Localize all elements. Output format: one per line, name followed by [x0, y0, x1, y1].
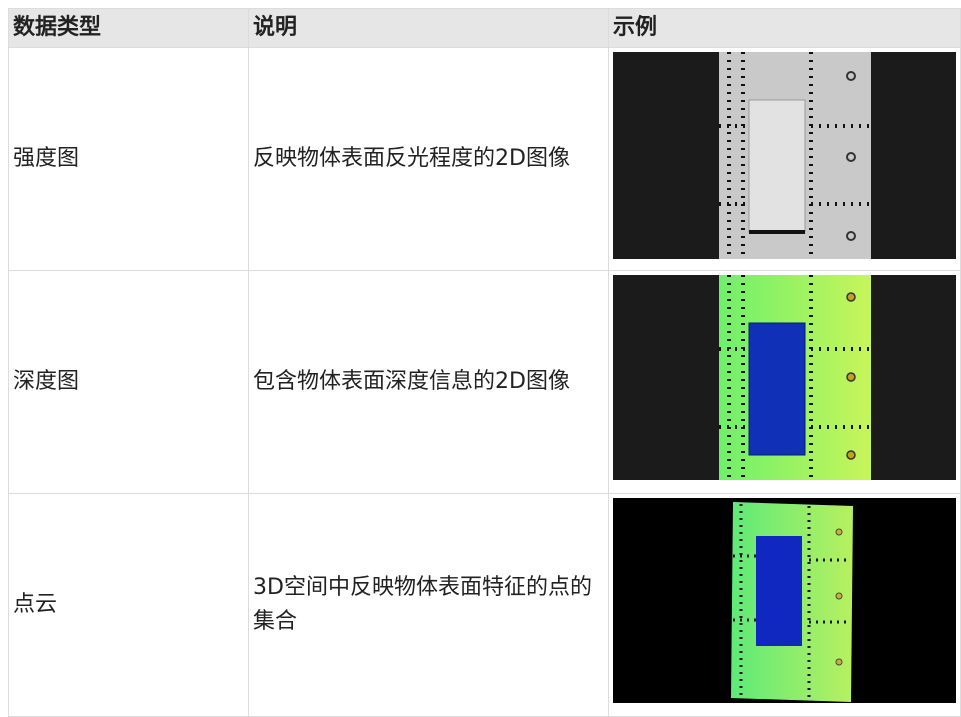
example-cell	[608, 47, 961, 271]
point-cloud-image	[613, 498, 956, 703]
description-cell: 包含物体表面深度信息的2D图像	[248, 270, 609, 494]
type-cell: 点云	[8, 493, 249, 717]
data-type-table: 数据类型 说明 示例 强度图 反映物体表面反光程度的2D图像	[8, 8, 961, 717]
header-cell: 示例	[608, 8, 961, 48]
type-cell: 深度图	[8, 270, 249, 494]
row: 深度图 包含物体表面深度信息的2D图像	[8, 270, 961, 494]
header-cell: 说明	[248, 8, 609, 48]
header-row: 数据类型 说明 示例	[8, 8, 961, 48]
description-cell: 3D空间中反映物体表面特征的点的集合	[248, 493, 609, 717]
example-cell	[608, 270, 961, 494]
row: 强度图 反映物体表面反光程度的2D图像	[8, 47, 961, 271]
header-cell: 数据类型	[8, 8, 249, 48]
intensity-image	[613, 52, 956, 259]
description-cell: 反映物体表面反光程度的2D图像	[248, 47, 609, 271]
page: 数据类型 说明 示例 强度图 反映物体表面反光程度的2D图像	[8, 8, 961, 717]
row: 点云 3D空间中反映物体表面特征的点的集合	[8, 493, 961, 717]
type-cell: 强度图	[8, 47, 249, 271]
example-cell	[608, 493, 961, 717]
depth-image	[613, 275, 956, 480]
